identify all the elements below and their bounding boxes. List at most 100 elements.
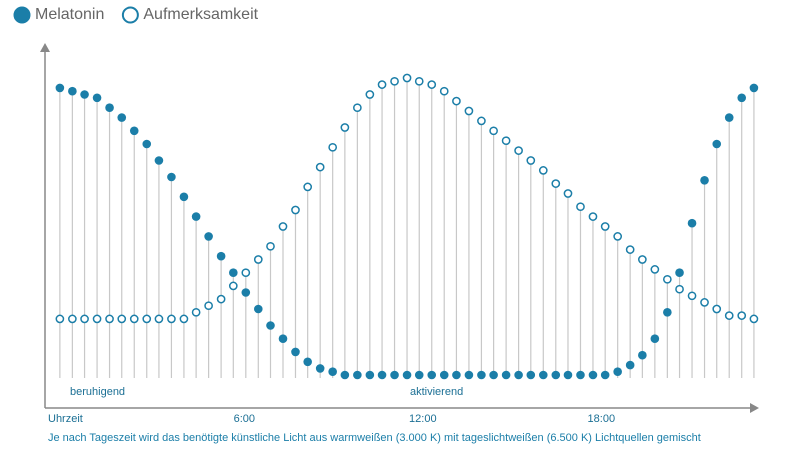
dot bbox=[92, 314, 102, 324]
caption: Je nach Tageszeit wird das benötigte kün… bbox=[48, 432, 701, 444]
dot bbox=[117, 113, 127, 122]
legend-label: Aufmerksamkeit bbox=[143, 6, 258, 23]
dot bbox=[489, 370, 498, 380]
dot bbox=[241, 288, 251, 297]
dot bbox=[340, 370, 350, 380]
dot bbox=[563, 370, 573, 380]
dot bbox=[154, 314, 164, 324]
dot bbox=[551, 370, 561, 380]
dot bbox=[464, 370, 474, 380]
dot bbox=[650, 265, 660, 274]
dot bbox=[638, 255, 647, 264]
dot bbox=[538, 166, 548, 175]
annotation: aktivierend bbox=[410, 386, 463, 398]
y-axis-arrow bbox=[40, 43, 50, 52]
dot bbox=[414, 370, 424, 380]
dot bbox=[687, 291, 697, 301]
dot bbox=[526, 156, 536, 165]
dot bbox=[538, 370, 548, 380]
dot bbox=[501, 370, 511, 380]
dot bbox=[278, 334, 288, 344]
dot bbox=[749, 83, 759, 93]
dot bbox=[638, 350, 647, 360]
dot bbox=[117, 314, 127, 324]
x-tick-label: 12:00 bbox=[409, 413, 437, 425]
dot bbox=[663, 308, 672, 317]
dot bbox=[675, 284, 684, 294]
legend-marker bbox=[13, 6, 31, 24]
dot bbox=[675, 268, 684, 278]
dot bbox=[315, 162, 325, 172]
legend-label: Melatonin bbox=[35, 6, 104, 23]
dot bbox=[588, 370, 598, 380]
dot bbox=[427, 80, 437, 89]
dot bbox=[80, 314, 89, 324]
dot bbox=[724, 113, 734, 122]
dot bbox=[142, 314, 152, 324]
dot bbox=[179, 192, 189, 202]
dot bbox=[662, 274, 672, 284]
dot bbox=[687, 218, 697, 228]
dot bbox=[514, 370, 523, 380]
dot bbox=[68, 86, 77, 96]
dot bbox=[55, 83, 65, 93]
dot bbox=[315, 364, 325, 373]
dot bbox=[600, 222, 610, 231]
dot bbox=[439, 86, 449, 96]
dot bbox=[303, 182, 313, 192]
x-axis-arrow bbox=[750, 403, 759, 413]
dot bbox=[278, 222, 288, 231]
dot bbox=[477, 370, 486, 380]
dot bbox=[253, 304, 263, 314]
dot bbox=[700, 176, 709, 185]
dot bbox=[229, 268, 238, 278]
dot bbox=[563, 189, 573, 198]
dot bbox=[414, 76, 424, 86]
dot bbox=[402, 73, 412, 83]
dot bbox=[402, 370, 412, 380]
dot bbox=[551, 179, 561, 188]
dot bbox=[191, 307, 201, 317]
dot bbox=[291, 205, 300, 215]
dot bbox=[142, 139, 152, 149]
dot bbox=[613, 232, 623, 241]
dot bbox=[377, 80, 387, 89]
dot bbox=[377, 370, 387, 380]
dot bbox=[737, 311, 747, 320]
dot bbox=[650, 334, 660, 344]
dot bbox=[68, 314, 77, 324]
dot bbox=[328, 142, 338, 152]
dot bbox=[340, 123, 350, 132]
x-tick-label: 18:00 bbox=[588, 413, 616, 425]
dot bbox=[216, 251, 226, 261]
dot bbox=[576, 202, 585, 212]
dot bbox=[477, 116, 486, 126]
dot bbox=[737, 93, 747, 103]
dot bbox=[625, 245, 635, 254]
dot bbox=[191, 212, 201, 221]
dot bbox=[179, 314, 189, 324]
dot bbox=[724, 311, 734, 320]
dot bbox=[241, 268, 251, 278]
dot bbox=[613, 367, 622, 377]
dot bbox=[129, 314, 139, 324]
dot bbox=[588, 212, 598, 221]
dot bbox=[390, 76, 399, 86]
dot bbox=[105, 314, 114, 324]
dot bbox=[291, 347, 300, 357]
dot bbox=[353, 103, 362, 113]
dot bbox=[452, 370, 461, 380]
dot bbox=[464, 106, 474, 116]
dot bbox=[328, 367, 337, 377]
dot bbox=[167, 172, 176, 182]
x-axis-label: Uhrzeit bbox=[48, 413, 83, 425]
dot bbox=[439, 370, 449, 380]
dot bbox=[266, 241, 275, 251]
dot bbox=[105, 103, 114, 112]
dot bbox=[204, 232, 213, 241]
dot bbox=[154, 156, 164, 165]
dot bbox=[365, 370, 375, 380]
dot bbox=[365, 90, 375, 99]
dot bbox=[228, 281, 238, 291]
